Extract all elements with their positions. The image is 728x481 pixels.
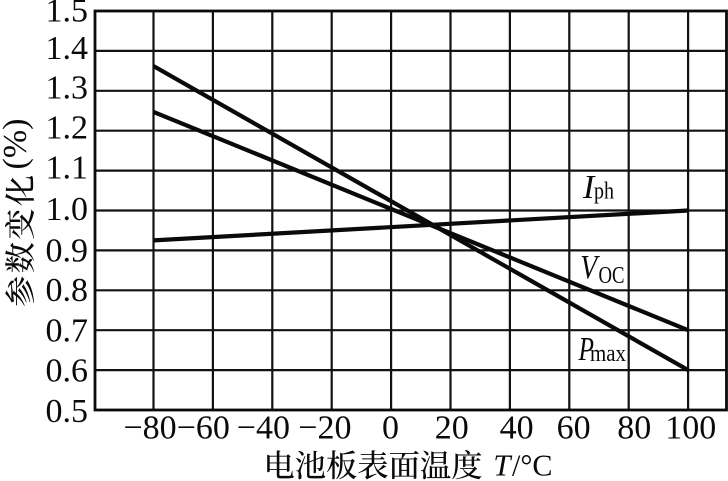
svg-text:40: 40 xyxy=(500,409,534,446)
svg-text:max: max xyxy=(590,341,626,367)
svg-text:−40: −40 xyxy=(237,409,290,446)
svg-text:1.5: 1.5 xyxy=(46,0,89,29)
svg-text:60: 60 xyxy=(557,409,591,446)
svg-text:I: I xyxy=(582,169,596,206)
svg-text:20: 20 xyxy=(435,409,469,446)
svg-text:0.5: 0.5 xyxy=(46,393,89,430)
svg-text:80: 80 xyxy=(617,409,651,446)
svg-text:/°C: /°C xyxy=(512,448,553,481)
svg-text:−80: −80 xyxy=(124,409,177,446)
svg-text:1.1: 1.1 xyxy=(46,149,89,186)
svg-text:1.4: 1.4 xyxy=(46,30,89,67)
svg-text:−60: −60 xyxy=(177,409,230,446)
svg-text:(%): (%) xyxy=(0,119,34,170)
svg-text:OC: OC xyxy=(599,263,625,289)
svg-text:0.7: 0.7 xyxy=(46,312,89,349)
svg-text:−20: −20 xyxy=(298,409,351,446)
svg-text:0.6: 0.6 xyxy=(46,353,89,390)
svg-text:0.8: 0.8 xyxy=(46,272,89,309)
svg-text:P: P xyxy=(578,331,594,368)
svg-text:T: T xyxy=(493,448,513,481)
svg-text:ph: ph xyxy=(594,179,614,205)
svg-text:1.2: 1.2 xyxy=(46,109,89,146)
svg-text:100: 100 xyxy=(665,409,716,446)
svg-text:1.3: 1.3 xyxy=(46,70,89,107)
svg-text:0.9: 0.9 xyxy=(46,232,89,269)
svg-text:1.0: 1.0 xyxy=(46,191,89,228)
svg-text:V: V xyxy=(580,249,600,286)
svg-text:0: 0 xyxy=(382,409,399,446)
